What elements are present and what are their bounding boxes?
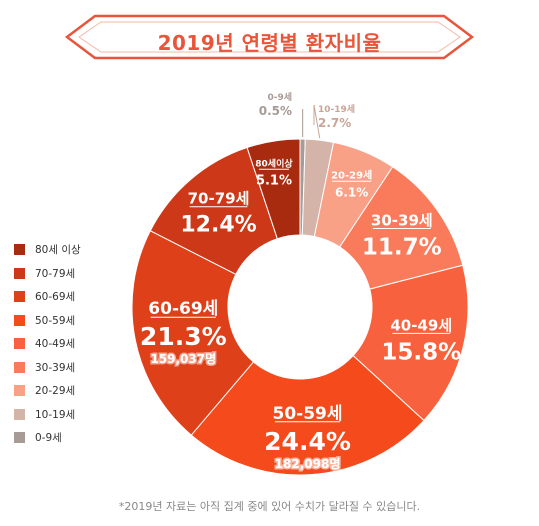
legend-swatch xyxy=(14,291,25,303)
label-60-69-count: 159,037명 xyxy=(150,352,216,366)
label-10-19-value: 2.7% xyxy=(318,116,351,130)
legend-item-20-29: 20-29세 xyxy=(14,379,81,403)
label-0-9-name: 0-9세 xyxy=(267,91,292,103)
title-banner: 2019년 연령별 환자비율 xyxy=(0,0,539,80)
legend-item-70-79: 70-79세 xyxy=(14,262,81,286)
legend-label: 60-69세 xyxy=(35,291,76,304)
legend-item-40-49: 40-49세 xyxy=(14,332,81,356)
chart-title: 2019년 연령별 환자비율 xyxy=(157,31,382,55)
slice-60-69 xyxy=(131,230,255,436)
legend-item-80-plus: 80세 이상 xyxy=(14,238,81,262)
label-80-plus-name: 80세이상 xyxy=(255,157,293,169)
label-70-79-name: 70-79세 xyxy=(188,190,250,208)
legend-label: 80세 이상 xyxy=(35,244,81,257)
label-40-49-value: 15.8% xyxy=(381,339,461,365)
legend-swatch xyxy=(14,314,25,326)
label-30-39-name: 30-39세 xyxy=(371,211,433,229)
label-30-39-value: 11.7% xyxy=(362,234,442,260)
legend-item-10-19: 10-19세 xyxy=(14,403,81,427)
slice-50-59 xyxy=(190,354,425,476)
legend-item-50-59: 50-59세 xyxy=(14,309,81,333)
legend-swatch xyxy=(14,267,25,279)
legend-item-30-39: 30-39세 xyxy=(14,356,81,380)
legend-label: 40-49세 xyxy=(35,338,76,351)
label-10-19-name: 10-19세 xyxy=(318,103,355,115)
legend-label: 70-79세 xyxy=(35,267,76,280)
legend: 80세 이상 70-79세 60-69세 50-59세 40-49세 30-39세 20-2… xyxy=(14,238,81,450)
legend-label: 50-59세 xyxy=(35,314,76,327)
legend-label: 10-19세 xyxy=(35,408,76,421)
legend-swatch xyxy=(14,385,25,397)
label-60-69-name: 60-69세 xyxy=(148,299,218,319)
legend-swatch xyxy=(14,338,25,350)
legend-item-0-9: 0-9세 xyxy=(14,426,81,450)
label-0-9-value: 0.5% xyxy=(259,104,292,118)
footnote: *2019년 자료는 아직 집계 중에 있어 수치가 달라질 수 있습니다. xyxy=(118,500,421,513)
legend-label: 30-39세 xyxy=(35,361,76,374)
legend-swatch xyxy=(14,432,25,444)
legend-label: 20-29세 xyxy=(35,385,76,398)
label-80-plus-value: 5.1% xyxy=(256,173,292,188)
label-50-59-name: 50-59세 xyxy=(273,404,343,424)
leader-line-10-19 xyxy=(313,104,321,139)
label-20-29-name: 20-29세 xyxy=(331,168,372,181)
legend-swatch xyxy=(14,361,25,373)
label-70-79-value: 12.4% xyxy=(180,213,256,238)
legend-swatch xyxy=(14,244,25,256)
label-40-49-name: 40-49세 xyxy=(390,316,452,334)
legend-swatch xyxy=(14,408,25,420)
label-50-59-value: 24.4% xyxy=(264,427,351,456)
label-60-69-value: 21.3% xyxy=(140,322,227,351)
legend-label: 0-9세 xyxy=(35,432,62,445)
label-20-29-value: 6.1% xyxy=(335,185,368,199)
title-banner-frame xyxy=(64,14,475,60)
slice-80-plus xyxy=(246,138,301,240)
legend-item-60-69: 60-69세 xyxy=(14,285,81,309)
label-50-59-count: 182,098명 xyxy=(275,457,341,471)
slice-70-79 xyxy=(149,146,278,275)
